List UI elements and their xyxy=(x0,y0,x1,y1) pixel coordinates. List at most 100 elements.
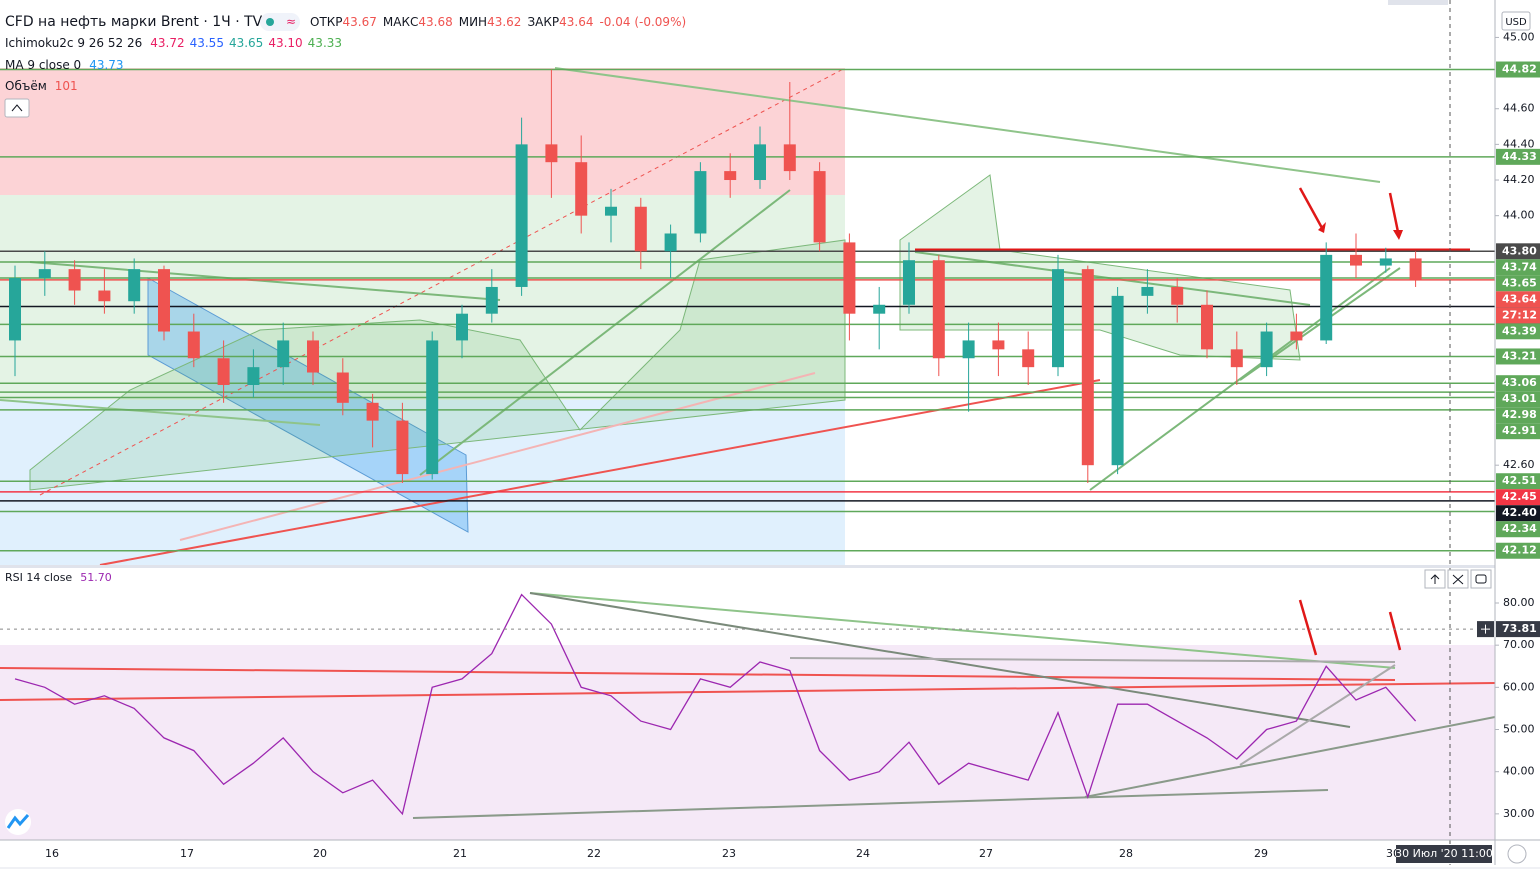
candle-body xyxy=(1201,304,1213,350)
candle-body xyxy=(396,420,409,475)
indicator-name: MA 9 close 0 xyxy=(5,58,81,72)
cursor-tag xyxy=(1396,845,1492,863)
candle-body xyxy=(187,331,200,359)
icon xyxy=(1430,574,1440,584)
y-tick-label: 44.40 xyxy=(1503,137,1535,150)
zone-red xyxy=(0,68,845,195)
candle-body xyxy=(68,269,81,291)
y-tick-label: 30.00 xyxy=(1503,807,1535,820)
level-tag xyxy=(1496,489,1540,506)
level-label: 43.01 xyxy=(1502,392,1537,405)
drawings xyxy=(0,67,1496,840)
candle-body xyxy=(485,286,498,314)
candle-body xyxy=(843,242,856,314)
level-tag xyxy=(1496,473,1540,490)
candle-body xyxy=(992,340,1005,350)
close-label: ЗАКР xyxy=(527,15,559,29)
trend-line xyxy=(1239,664,1396,766)
price-axis xyxy=(1495,0,1540,883)
candle-body xyxy=(903,260,915,305)
candle-body xyxy=(307,340,319,373)
arrow xyxy=(1388,192,1400,233)
trend-line xyxy=(0,667,1396,681)
level-label: 42.98 xyxy=(1502,408,1537,421)
candle-body xyxy=(1171,286,1184,305)
level-label: 44.33 xyxy=(1502,150,1537,163)
level-tag xyxy=(1496,291,1540,308)
y-tick-label: 45.00 xyxy=(1503,30,1535,43)
indicator-name: RSI 14 close xyxy=(5,571,72,584)
level-label: 43.06 xyxy=(1502,376,1537,389)
x-tick-label: 28 xyxy=(1119,847,1133,860)
x-tick-label: 20 xyxy=(313,847,327,860)
rsi-legend: RSI 14 close 51.70 xyxy=(5,571,112,584)
cursor-label: 30 Июл '20 11:00 xyxy=(1395,847,1493,860)
logo xyxy=(6,814,30,829)
unit: USD xyxy=(1505,17,1527,28)
level-label: 43.80 xyxy=(1502,244,1537,257)
pane-maximize[interactable] xyxy=(1470,569,1492,589)
candle-body xyxy=(634,206,647,252)
channel xyxy=(147,277,469,533)
candle-body xyxy=(1230,349,1243,368)
plus-icon xyxy=(1481,624,1490,634)
icon xyxy=(1452,574,1464,585)
candle-body xyxy=(1290,331,1303,341)
ohlc: ОТКР43.67 МАКС43.68 МИН43.62 ЗАКР43.64 -0.04… xyxy=(310,15,686,29)
arrow xyxy=(1388,611,1402,651)
candle-body xyxy=(426,340,439,475)
axes: 45.00 44.60 44.40 44.20 44.00 42.60 44.82 44.33… xyxy=(45,30,1540,864)
y-tick-label: 44.20 xyxy=(1503,173,1535,186)
level-label: 43.21 xyxy=(1502,349,1537,362)
level-tag xyxy=(1496,542,1540,559)
indicator-value: 51.70 xyxy=(80,571,112,584)
level-tag xyxy=(1496,391,1540,408)
trend-line xyxy=(0,399,321,426)
symbol: CFD на нефть марки Brent · 1Ч · TVC xyxy=(5,14,272,30)
candle-body xyxy=(515,144,528,287)
indicator-value: 43.10 xyxy=(268,36,302,50)
open: 43.67 xyxy=(343,15,377,29)
cloud xyxy=(899,174,1301,361)
level-tag xyxy=(1496,243,1540,260)
candle-body xyxy=(9,278,21,341)
level-tag xyxy=(1496,348,1540,365)
candle-body xyxy=(605,206,617,216)
trend-line xyxy=(412,789,1329,819)
indicator-name: Ichimoku2c 9 26 52 26 xyxy=(5,36,142,50)
level-label: 43.74 xyxy=(1502,260,1537,273)
pane-separator xyxy=(0,565,1540,568)
candle-body xyxy=(128,269,141,302)
countdown-tag xyxy=(1496,307,1540,324)
level-label: 43.65 xyxy=(1502,276,1537,289)
indicator-value: 101 xyxy=(55,79,78,93)
settings-button xyxy=(1507,844,1527,864)
trend-line xyxy=(529,592,1396,669)
candle-body xyxy=(545,144,558,163)
level-tag xyxy=(1496,505,1540,522)
x-tick-label: 23 xyxy=(722,847,736,860)
level-tag xyxy=(1496,259,1540,276)
collapse-button[interactable] xyxy=(4,98,30,118)
trend-line xyxy=(419,189,791,476)
candle-body xyxy=(38,269,51,279)
x-tick-label: 29 xyxy=(1254,847,1268,860)
trend-line xyxy=(99,379,1101,566)
y-tick-label: 40.00 xyxy=(1503,765,1535,778)
candle-body xyxy=(1379,258,1392,266)
x-tick-label: 22 xyxy=(587,847,601,860)
candle-body xyxy=(724,171,737,181)
level-tag xyxy=(1496,275,1540,292)
status xyxy=(260,13,300,31)
low-label: МИН xyxy=(459,15,487,29)
indicator-value: 43.33 xyxy=(308,36,342,50)
y-tick-label: 50.00 xyxy=(1503,723,1535,736)
close: 43.64 xyxy=(559,15,593,29)
ichimoku: Ichimoku2c 9 26 52 26 43.72 43.55 43.65 43.1… xyxy=(5,36,342,50)
candle-body xyxy=(1081,269,1094,466)
x-tick-label: 17 xyxy=(180,847,194,860)
unit-box xyxy=(1501,11,1531,31)
arrow xyxy=(1298,599,1318,656)
indicator-name: Объём xyxy=(5,79,47,93)
x-tick-label: 16 xyxy=(45,847,59,860)
